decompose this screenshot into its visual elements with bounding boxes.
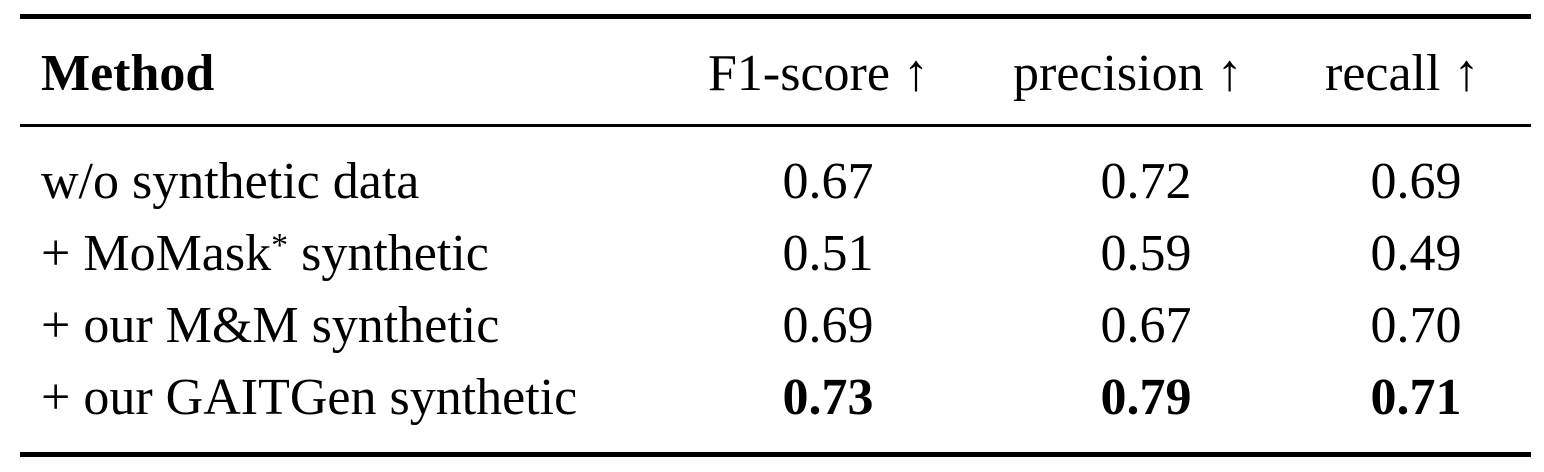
row-f1-score: 0.69 — [782, 297, 874, 354]
row-precision-best: 0.79 — [1100, 369, 1192, 426]
row-method-suffix: synthetic — [288, 225, 489, 282]
header-method: Method — [41, 45, 215, 102]
row-recall: 0.49 — [1370, 225, 1462, 282]
row-method-superscript: * — [271, 227, 289, 264]
table-row: + our GAITGen synthetic 0.73 0.79 0.71 — [0, 372, 1544, 428]
row-precision: 0.72 — [1100, 153, 1192, 210]
row-f1-score: 0.51 — [782, 225, 874, 282]
table-row: + MoMask* synthetic 0.51 0.59 0.49 — [0, 228, 1544, 284]
table-row: + our M&M synthetic 0.69 0.67 0.70 — [0, 300, 1544, 356]
table-bottom-rule — [20, 452, 1531, 457]
table-top-rule — [20, 14, 1531, 19]
row-method-name: + MoMask — [41, 225, 272, 282]
header-recall: recall ↑ — [1325, 45, 1480, 102]
table-header-row: Method F1-score ↑ precision ↑ recall ↑ — [0, 48, 1544, 104]
row-recall: 0.69 — [1370, 153, 1462, 210]
row-precision: 0.67 — [1100, 297, 1192, 354]
row-method: + our M&M synthetic — [41, 297, 500, 354]
row-recall: 0.70 — [1370, 297, 1462, 354]
row-recall-best: 0.71 — [1370, 369, 1462, 426]
table-header-rule — [20, 124, 1531, 127]
header-f1-score: F1-score ↑ — [708, 45, 929, 102]
header-precision: precision ↑ — [1013, 45, 1243, 102]
row-method: w/o synthetic data — [41, 153, 420, 210]
table-row: w/o synthetic data 0.67 0.72 0.69 — [0, 156, 1544, 212]
row-f1-score-best: 0.73 — [782, 369, 874, 426]
row-method: + MoMask* synthetic — [41, 228, 489, 280]
row-f1-score: 0.67 — [782, 153, 874, 210]
row-method: + our GAITGen synthetic — [41, 369, 578, 426]
row-precision: 0.59 — [1100, 225, 1192, 282]
